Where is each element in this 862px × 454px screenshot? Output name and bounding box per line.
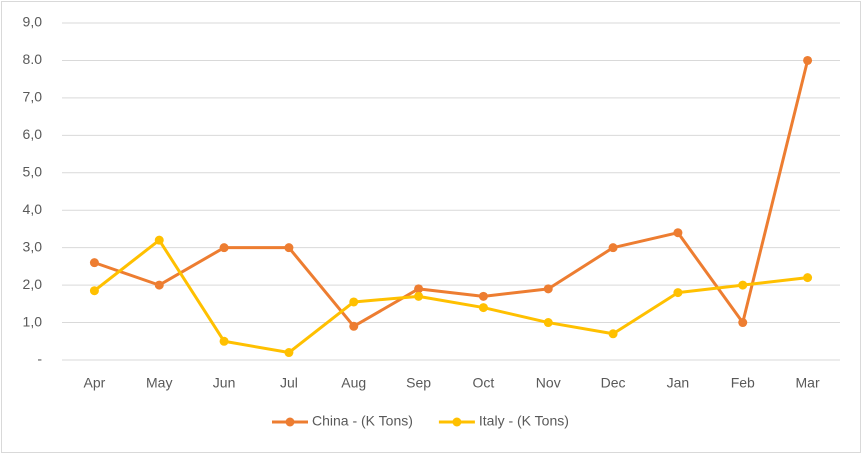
x-tick-label: Nov (536, 375, 561, 391)
y-tick-label: 5,0 (23, 163, 43, 179)
data-point (608, 329, 618, 339)
data-point (414, 291, 424, 301)
legend-marker (285, 417, 295, 427)
y-tick-label: 9,0 (23, 14, 43, 30)
x-tick-label: Dec (601, 375, 626, 391)
series-line (93, 60, 810, 328)
data-point (738, 318, 748, 328)
x-tick-label: Oct (473, 375, 495, 391)
data-point (543, 318, 553, 328)
data-point (414, 284, 424, 294)
data-point (673, 228, 683, 238)
data-point (284, 243, 294, 253)
y-tick-label: 8.0 (23, 51, 43, 67)
x-tick-label: Jan (667, 375, 690, 391)
data-point (349, 297, 359, 307)
x-tick-label: Sep (406, 375, 431, 391)
data-point (803, 55, 813, 65)
y-tick-label: 1,0 (23, 313, 43, 329)
data-point (154, 280, 164, 290)
data-point (349, 321, 359, 331)
legend-label: Italy - (K Tons) (479, 413, 569, 429)
y-tick-label: 2,0 (23, 276, 43, 292)
data-point (284, 348, 294, 358)
x-tick-label: Feb (731, 375, 755, 391)
data-point (478, 303, 488, 313)
x-tick-label: Aug (341, 375, 366, 391)
y-tick-label: 6,0 (23, 126, 43, 142)
data-point (219, 336, 229, 346)
data-point (219, 243, 229, 253)
y-tick-label: 4,0 (23, 201, 43, 217)
data-point (738, 280, 748, 290)
x-tick-label: Mar (796, 375, 820, 391)
data-point (543, 284, 553, 294)
data-point (89, 258, 99, 268)
data-point (89, 286, 99, 296)
y-tick-label: - (37, 351, 42, 367)
data-point (803, 273, 813, 283)
x-tick-label: May (146, 375, 172, 391)
x-tick-label: Jul (280, 375, 298, 391)
legend-marker (452, 417, 462, 427)
data-point (608, 243, 618, 253)
legend-label: China - (K Tons) (312, 413, 413, 429)
y-tick-label: 3,0 (23, 238, 43, 254)
series-line (93, 238, 808, 355)
data-point (478, 291, 488, 301)
x-tick-label: Jun (213, 375, 236, 391)
data-point (154, 235, 164, 245)
y-tick-label: 7,0 (23, 89, 43, 105)
x-tick-label: Apr (84, 375, 106, 391)
data-point (673, 288, 683, 298)
